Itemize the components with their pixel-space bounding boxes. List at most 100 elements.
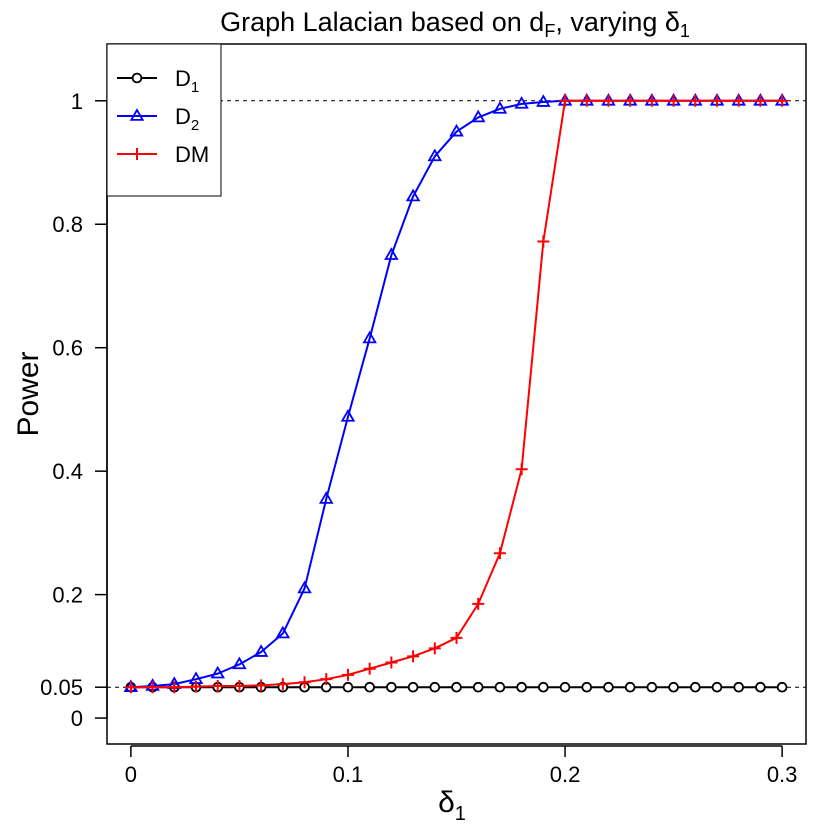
- data-point-D1: [386, 681, 397, 693]
- series-D2: [123, 92, 790, 693]
- x-tick-label: 0: [125, 762, 137, 787]
- series-line-D2: [130, 99, 783, 689]
- data-point-DM: [146, 681, 159, 694]
- data-point-D1: [776, 681, 788, 693]
- data-point-D1: [364, 681, 375, 693]
- data-point-D2: [362, 330, 377, 344]
- data-point-D1: [603, 681, 614, 693]
- data-point-DM: [124, 681, 137, 694]
- data-point-DM: [537, 235, 550, 248]
- data-point-D1: [494, 681, 506, 693]
- data-point-DM: [363, 662, 376, 675]
- legend-label-D2: D2: [175, 104, 199, 134]
- data-point-D2: [253, 644, 269, 657]
- data-point-D1: [755, 681, 766, 693]
- data-point-DM: [710, 94, 723, 107]
- data-point-DM: [515, 463, 528, 476]
- data-point-DM: [602, 94, 615, 107]
- data-point-D1: [581, 681, 593, 693]
- data-point-D1: [624, 681, 636, 693]
- data-point-D2: [536, 94, 551, 107]
- data-point-D1: [711, 681, 723, 693]
- data-point-D1: [451, 681, 462, 693]
- x-tick-label: 0.3: [767, 762, 798, 787]
- x-tick-label: 0.1: [333, 762, 364, 787]
- data-point-DM: [450, 631, 463, 644]
- series-D1: [125, 681, 788, 693]
- data-point-D1: [559, 681, 571, 693]
- data-point-D1: [516, 681, 527, 693]
- legend-marker-DM: [131, 148, 143, 160]
- y-tick-label: 0.4: [52, 459, 83, 484]
- data-point-D1: [646, 681, 658, 693]
- data-point-D1: [407, 681, 419, 693]
- data-point-DM: [276, 678, 289, 691]
- y-tick-label: 0.6: [52, 336, 83, 361]
- data-point-DM: [428, 642, 441, 655]
- data-point-DM: [233, 679, 246, 692]
- y-tick-label: 0: [71, 706, 83, 731]
- data-point-DM: [385, 656, 398, 669]
- chart-title-main-sub: F: [544, 21, 555, 41]
- y-tick-label: 0.8: [52, 212, 83, 237]
- data-point-D2: [318, 491, 334, 504]
- data-point-DM: [689, 94, 702, 107]
- data-point-D1: [668, 681, 679, 693]
- x-tick-label: 0.2: [550, 762, 581, 787]
- chart-title-main: Graph Lalacian based on d: [220, 7, 544, 37]
- data-point-DM: [559, 94, 572, 107]
- data-point-D1: [733, 681, 745, 693]
- data-point-D2: [514, 96, 529, 109]
- data-point-DM: [580, 94, 593, 107]
- data-point-DM: [776, 94, 789, 107]
- legend-label-D1: D1: [175, 66, 199, 96]
- data-point-D2: [384, 247, 399, 260]
- data-point-D2: [470, 109, 486, 123]
- data-point-D1: [429, 681, 441, 693]
- data-point-DM: [255, 679, 268, 692]
- data-point-D2: [340, 409, 356, 422]
- x-axis-label: δ1: [438, 786, 466, 825]
- data-point-DM: [645, 94, 658, 107]
- data-point-D1: [538, 681, 549, 693]
- y-axis: 0 0.05 0.2 0.4 0.6 0.8 1: [40, 89, 108, 731]
- chart-title-mid: , varying δ: [555, 7, 680, 37]
- data-point-D2: [297, 580, 312, 594]
- series-layer: [123, 92, 790, 694]
- data-point-DM: [754, 94, 767, 107]
- data-point-DM: [320, 673, 333, 686]
- y-tick-label: 0.2: [52, 583, 83, 608]
- x-axis: 0 0.1 0.2 0.3: [125, 745, 798, 787]
- legend: D1 D2 DM: [106, 43, 222, 197]
- data-point-DM: [732, 94, 745, 107]
- data-point-DM: [211, 679, 224, 692]
- legend-box: [106, 43, 222, 197]
- data-point-DM: [407, 650, 420, 663]
- data-point-DM: [298, 676, 311, 689]
- data-point-D2: [449, 123, 464, 137]
- x-axis-label-sub: 1: [455, 803, 466, 825]
- legend-marker-D2: [129, 108, 145, 121]
- x-axis-label-base: δ: [438, 786, 455, 819]
- data-point-D1: [342, 681, 354, 693]
- chart-title-end-sub: 1: [680, 21, 690, 41]
- data-point-DM: [190, 680, 203, 693]
- y-axis-label: Power: [12, 351, 45, 436]
- data-point-D2: [210, 665, 225, 679]
- data-point-D1: [689, 681, 701, 693]
- data-point-D2: [275, 625, 291, 639]
- data-point-D1: [472, 681, 484, 693]
- y-tick-label: 0.05: [40, 675, 83, 700]
- legend-label-DM: DM: [175, 142, 209, 167]
- data-point-DM: [341, 668, 354, 681]
- legend-marker-D1: [131, 72, 143, 84]
- chart-title: Graph Lalacian based on dF, varying δ1: [220, 7, 690, 41]
- y-tick-label: 1: [71, 89, 83, 114]
- data-point-DM: [472, 597, 485, 610]
- data-point-DM: [624, 94, 637, 107]
- data-point-D2: [427, 148, 443, 162]
- data-point-D2: [492, 101, 508, 114]
- data-point-D2: [232, 656, 247, 670]
- data-point-DM: [667, 94, 680, 107]
